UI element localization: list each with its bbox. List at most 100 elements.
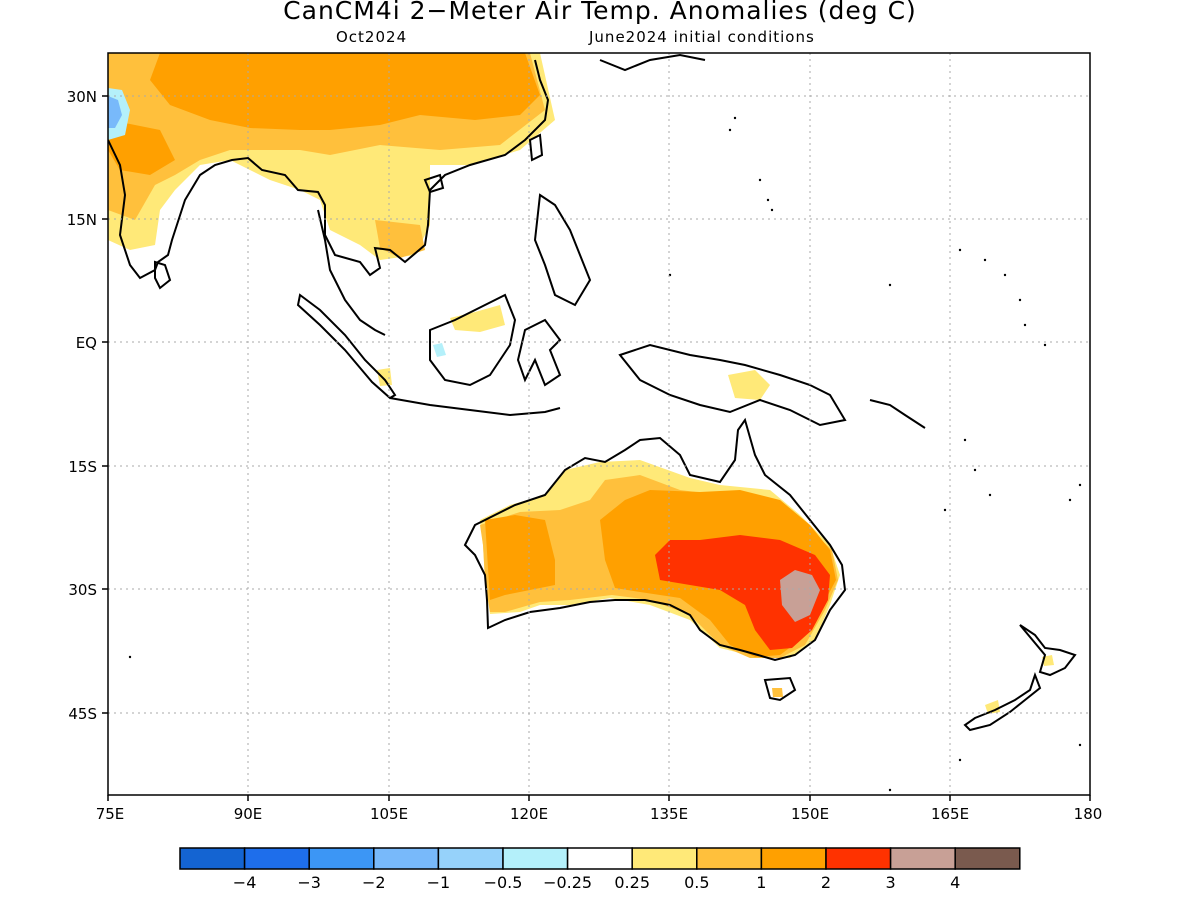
colorbar-swatch (760, 847, 827, 870)
tick-marks (102, 95, 1091, 801)
colorbar-swatch (566, 847, 633, 870)
australia-orange-region (485, 515, 555, 600)
hainan (423, 173, 445, 194)
colorbar-label: −0.25 (543, 873, 592, 892)
java (389, 397, 561, 417)
borneo-cold (433, 343, 446, 357)
lon-label-135e: 135E (650, 805, 688, 823)
map-frame (107, 52, 1091, 796)
lon-label-75e: 75E (96, 805, 125, 823)
lat-label-15s: 15S (68, 458, 97, 476)
island (1078, 743, 1082, 747)
lon-label-165e: 165E (931, 805, 969, 823)
colorbar-swatch (179, 847, 246, 870)
colorbar-swatch (889, 847, 956, 870)
asia-orange-region (150, 53, 540, 130)
lat-label-30s: 30S (68, 581, 97, 599)
colorbar-swatch (373, 847, 440, 870)
new-guinea (618, 343, 847, 427)
colorbar-swatch (437, 847, 504, 870)
latitude-labels: 30N 15N EQ 15S 30S 45S (67, 88, 97, 723)
island (963, 438, 967, 442)
colorbar-swatch (954, 847, 1021, 870)
island (128, 655, 132, 659)
colorbar-label: 0.25 (614, 873, 650, 892)
australia-red-region (655, 535, 830, 650)
sumatra (296, 293, 397, 400)
coastlines (108, 53, 1077, 732)
island (1068, 498, 1072, 502)
colorbar-swatch (502, 847, 569, 870)
colorbar-label: 1 (756, 873, 766, 892)
island (1003, 273, 1007, 277)
lon-label-90e: 90E (234, 805, 263, 823)
lon-label-150e: 150E (791, 805, 829, 823)
newguinea-yellow (728, 370, 770, 400)
philippines (533, 193, 592, 307)
colorbar-label: 0.5 (684, 873, 709, 892)
colorbar-swatch (631, 847, 698, 870)
nz-south-yellow (985, 700, 1000, 714)
island (958, 248, 962, 252)
asia-anomaly-shading (108, 53, 770, 400)
colorbar-label: −0.5 (484, 873, 523, 892)
japan (599, 53, 706, 72)
island (728, 128, 732, 132)
nz-south-island (963, 672, 1042, 732)
island (888, 283, 892, 287)
island (1023, 323, 1027, 327)
australia-anomaly-shading (480, 460, 840, 697)
island (758, 178, 762, 182)
forecast-month: Oct2024 (336, 28, 408, 46)
map-area (108, 53, 1082, 792)
india-cold-core (108, 96, 122, 128)
sumatra-yellow (377, 368, 392, 386)
nz-north-island (1019, 624, 1077, 677)
colorbar-label: −4 (233, 873, 257, 892)
malay-peninsula (317, 209, 386, 336)
lon-label-120e: 120E (510, 805, 548, 823)
colorbar-label: −2 (362, 873, 386, 892)
island (1018, 298, 1022, 302)
initial-conditions: June2024 initial conditions (589, 28, 815, 46)
island (888, 788, 892, 792)
solomon-islands (869, 399, 926, 429)
map-title: CanCM4i 2−Meter Air Temp. Anomalies (deg… (283, 0, 917, 25)
borneo-yellow (450, 305, 505, 332)
lat-label-45s: 45S (68, 705, 97, 723)
colorbar-label: −3 (297, 873, 321, 892)
lat-label-eq: EQ (76, 334, 97, 352)
island (1043, 343, 1047, 347)
lat-label-15n: 15N (67, 211, 97, 229)
sulawesi (516, 318, 562, 387)
longitude-labels: 75E 90E 105E 120E 135E 150E 165E 180 (96, 805, 1103, 823)
colorbar-label: 2 (821, 873, 831, 892)
colorbar-swatch (243, 847, 310, 870)
island (988, 493, 992, 497)
tasmania-orange (772, 688, 783, 697)
lon-label-105e: 105E (370, 805, 408, 823)
colorbar-label: 4 (950, 873, 960, 892)
sri-lanka (154, 260, 172, 290)
island (770, 208, 774, 212)
island (733, 116, 737, 120)
borneo (429, 293, 517, 387)
island (1078, 483, 1082, 487)
colorbar-swatch (696, 847, 763, 870)
island (766, 198, 770, 202)
indochina-light-orange (375, 220, 425, 258)
colorbar-swatch (825, 847, 892, 870)
island (983, 258, 987, 262)
colorbar-swatch (308, 847, 375, 870)
gridlines (108, 53, 1090, 795)
lon-label-180: 180 (1074, 805, 1103, 823)
lat-label-30n: 30N (67, 88, 97, 106)
island (943, 508, 947, 512)
colorbar-label: 3 (886, 873, 896, 892)
colorbar: −4 −3 −2 −1 −0.5 −0.25 0.25 0.5 1 2 3 4 (179, 847, 1021, 892)
colorbar-label: −1 (427, 873, 451, 892)
island (973, 468, 977, 472)
australia-coast (463, 417, 847, 662)
tasmania (763, 676, 797, 702)
